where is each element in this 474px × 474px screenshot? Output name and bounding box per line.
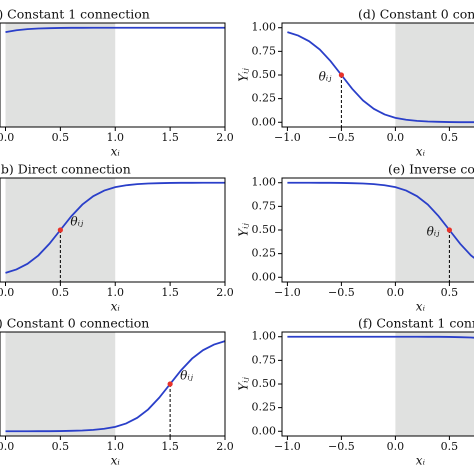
y-axis-label: Yᵢⱼ	[237, 67, 251, 81]
axes-frame	[281, 331, 474, 437]
curve	[287, 335, 474, 339]
x-tick-label: 0.5	[52, 440, 70, 453]
x-tick-label: 0.0	[0, 131, 14, 144]
y-tick-label: 0.75	[252, 44, 277, 57]
x-tick-label: 0.0	[0, 440, 14, 453]
x-tick-label: −0.5	[328, 286, 355, 299]
theta-label: θᵢⱼ	[427, 225, 441, 239]
y-tick-label: 0.00	[252, 424, 277, 437]
x-tick-label: 2.0	[216, 131, 234, 144]
panel-title: (c) Constant 0 connection	[0, 316, 149, 331]
curve	[287, 31, 474, 124]
x-tick-label: 2.0	[216, 440, 234, 453]
x-tick-label: −1.0	[274, 440, 301, 453]
x-tick-label: −0.5	[328, 131, 355, 144]
x-axis-label: xᵢ	[111, 454, 121, 468]
x-tick-label: 0.5	[441, 286, 459, 299]
theta-marker	[57, 227, 63, 233]
x-tick-label: 1.0	[106, 131, 124, 144]
x-axis-label: xᵢ	[111, 145, 121, 159]
y-axis-label: Yᵢⱼ	[237, 376, 251, 390]
theta-marker	[338, 72, 344, 78]
curve	[5, 181, 225, 274]
panel-title: (a) Constant 1 connection	[0, 7, 150, 22]
x-tick-label: −1.0	[274, 131, 301, 144]
x-tick-label: 0.0	[387, 440, 405, 453]
x-tick-label: 0.5	[441, 440, 459, 453]
y-tick-label: 0.00	[252, 115, 277, 128]
shaded-region	[395, 332, 474, 436]
x-tick-label: 0.5	[52, 131, 70, 144]
axes-frame	[0, 331, 226, 437]
y-tick-label: 0.75	[252, 199, 277, 212]
x-axis-label: xᵢ	[111, 300, 121, 314]
x-tick-label: 0.0	[387, 286, 405, 299]
axes-frame	[0, 22, 226, 128]
axes-frame	[281, 22, 474, 128]
curve	[5, 340, 226, 433]
theta-marker	[446, 227, 452, 233]
axes-frame	[0, 177, 226, 283]
axes-frame	[281, 177, 474, 283]
y-tick-label: 1.00	[252, 330, 277, 343]
x-tick-label: 1.0	[106, 286, 124, 299]
x-axis-label: xᵢ	[416, 145, 426, 159]
panel-title: (b) Direct connection	[0, 162, 131, 177]
y-tick-label: 0.25	[252, 92, 277, 105]
y-tick-label: 1.00	[252, 176, 277, 189]
y-tick-label: 0.50	[252, 223, 277, 236]
x-tick-label: 1.5	[161, 286, 179, 299]
shaded-region	[5, 332, 116, 436]
panel-title: (f) Constant 1 connection	[358, 316, 474, 331]
x-tick-label: −1.0	[274, 286, 301, 299]
theta-label: θᵢⱼ	[70, 215, 84, 229]
panel-title: (d) Constant 0 connection	[358, 7, 474, 22]
x-tick-label: 1.5	[161, 440, 179, 453]
theta-label: θᵢⱼ	[180, 369, 194, 383]
y-axis-label: Yᵢⱼ	[237, 222, 251, 236]
x-axis-label: xᵢ	[416, 300, 426, 314]
theta-label: θᵢⱼ	[319, 70, 333, 84]
panel-title: (e) Inverse connection	[388, 162, 474, 177]
x-tick-label: 1.5	[161, 131, 179, 144]
x-axis-label: xᵢ	[416, 454, 426, 468]
y-tick-label: 0.50	[252, 377, 277, 390]
curve	[5, 26, 225, 34]
y-tick-label: 0.25	[252, 247, 277, 260]
shaded-region	[395, 178, 474, 282]
y-tick-label: 0.75	[252, 353, 277, 366]
y-tick-label: 0.50	[252, 68, 277, 81]
x-tick-label: 0.0	[387, 131, 405, 144]
shaded-region	[395, 23, 474, 127]
x-tick-label: −0.5	[328, 440, 355, 453]
x-tick-label: 0.5	[441, 131, 459, 144]
x-tick-label: 1.0	[106, 440, 124, 453]
theta-marker	[167, 381, 173, 387]
shaded-region	[5, 23, 116, 127]
x-tick-label: 0.5	[52, 286, 70, 299]
y-tick-label: 0.25	[252, 401, 277, 414]
y-tick-label: 0.00	[252, 270, 277, 283]
x-tick-label: 0.0	[0, 286, 14, 299]
x-tick-label: 2.0	[216, 286, 234, 299]
y-tick-label: 1.00	[252, 21, 277, 34]
